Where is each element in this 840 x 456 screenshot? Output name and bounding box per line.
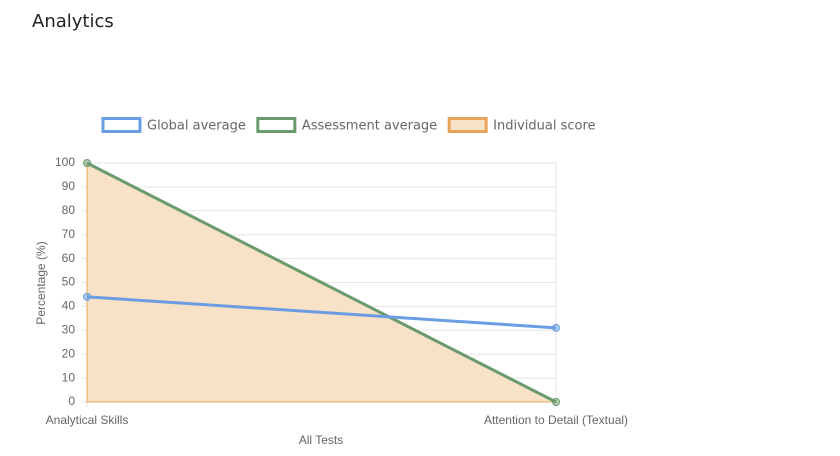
y-tick-label: 100 bbox=[55, 155, 75, 169]
y-tick-label: 60 bbox=[62, 251, 76, 265]
line bbox=[86, 295, 557, 330]
legend-swatch bbox=[447, 117, 488, 133]
legend-label: Global average bbox=[147, 119, 246, 134]
y-tick-label: 20 bbox=[62, 346, 76, 360]
y-tick-label: 0 bbox=[68, 394, 75, 408]
x-tick-label: Analytical Skills bbox=[46, 413, 129, 427]
x-tick-label: Attention to Detail (Textual) bbox=[484, 413, 628, 427]
y-tick-label: 50 bbox=[62, 275, 76, 289]
y-tick-label: 40 bbox=[62, 299, 76, 313]
legend-label: Individual score bbox=[493, 119, 595, 134]
point bbox=[552, 323, 560, 332]
legend-swatch bbox=[256, 117, 297, 133]
y-axis-label: Percentage (%) bbox=[34, 241, 48, 324]
x-axis-label: All Tests bbox=[299, 433, 343, 447]
y-tick-label: 70 bbox=[62, 227, 76, 241]
legend-label: Assessment average bbox=[302, 119, 437, 134]
point bbox=[83, 292, 91, 301]
y-tick-label: 10 bbox=[62, 370, 76, 384]
y-tick-label: 80 bbox=[62, 203, 76, 217]
point bbox=[552, 398, 560, 406]
y-tick-label: 90 bbox=[62, 179, 76, 193]
legend-swatch bbox=[101, 117, 142, 133]
line bbox=[86, 161, 557, 404]
point bbox=[83, 159, 91, 167]
page-title: Analytics bbox=[32, 11, 114, 32]
y-tick-label: 30 bbox=[62, 322, 76, 336]
